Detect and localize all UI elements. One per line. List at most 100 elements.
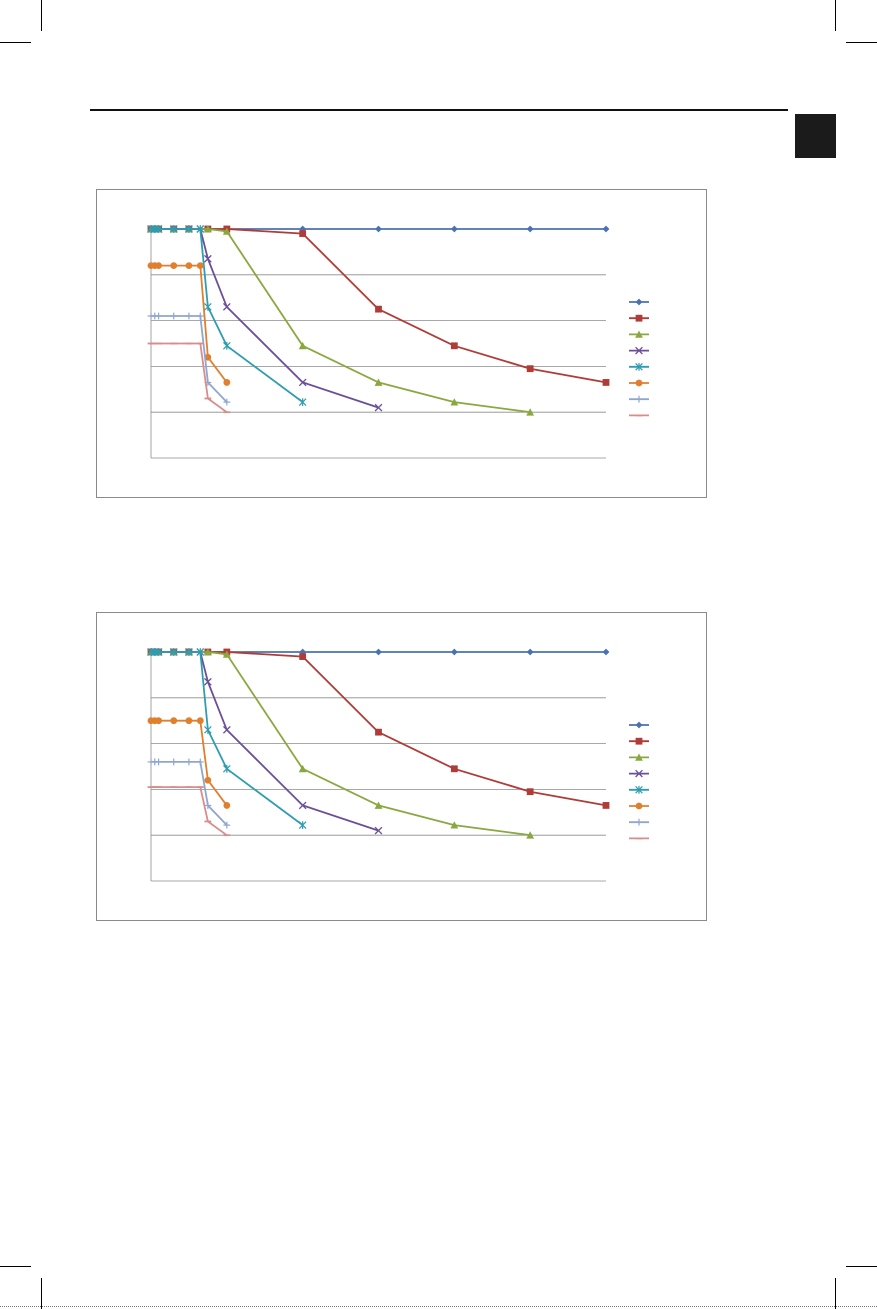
data-point-triangle (222, 227, 231, 235)
data-point-plus (196, 758, 204, 766)
data-point-triangle (374, 801, 383, 809)
data-point-diamond (450, 648, 458, 656)
data-point-plus (196, 312, 204, 320)
data-point-star (204, 725, 212, 734)
data-point-circle (170, 262, 178, 270)
series-line-8 (151, 342, 228, 413)
crop-mark (0, 42, 31, 43)
data-point-triangle (635, 330, 643, 338)
chapter-thumb-tab (795, 114, 836, 158)
data-point-x (635, 769, 643, 778)
data-point-star (169, 225, 178, 233)
data-point-triangle (526, 408, 535, 416)
data-point-diamond (375, 648, 382, 656)
header-rule (90, 109, 788, 111)
chart-2-svg (147, 648, 649, 882)
data-point-star (204, 302, 212, 311)
data-point-x (204, 254, 212, 263)
data-point-star (154, 648, 163, 656)
data-point-triangle (298, 764, 307, 773)
data-point-circle (185, 717, 193, 725)
data-point-square (635, 314, 643, 322)
data-point-circle (170, 717, 178, 725)
data-point-star (223, 764, 231, 773)
data-point-circle (223, 802, 231, 809)
data-point-triangle (203, 648, 212, 656)
data-point-circle (204, 353, 212, 361)
data-point-x (222, 726, 231, 734)
data-point-triangle (374, 378, 383, 386)
data-point-circle (223, 379, 231, 386)
data-point-x (204, 677, 212, 686)
data-point-star (635, 362, 643, 371)
data-point-x (298, 801, 307, 810)
series-line-4 (151, 651, 379, 832)
data-point-square (602, 802, 610, 809)
chart-1-svg (147, 225, 649, 459)
data-point-circle (635, 802, 643, 810)
data-point-plus (635, 395, 643, 403)
series-line-4 (151, 228, 379, 409)
data-point-plus (170, 758, 178, 766)
data-point-plus (170, 312, 178, 320)
series-line-2 (151, 651, 607, 807)
data-point-triangle (450, 398, 459, 406)
data-point-circle (635, 379, 643, 387)
series-line-5 (151, 651, 304, 826)
data-point-star (154, 225, 163, 233)
data-point-x (222, 303, 231, 311)
data-point-star (196, 225, 205, 233)
data-point-circle (185, 262, 193, 270)
series-line-2 (151, 228, 607, 384)
series-line-7 (151, 760, 228, 826)
data-point-circle (196, 717, 204, 725)
data-point-plus (185, 758, 193, 766)
data-point-triangle (203, 225, 212, 233)
data-point-circle (196, 262, 204, 270)
data-point-star (635, 785, 643, 794)
series-line-8 (151, 786, 228, 836)
data-point-triangle (526, 831, 535, 839)
data-point-diamond (602, 648, 610, 656)
trim-dotted-line (0, 1306, 877, 1307)
crop-mark (846, 42, 877, 43)
data-point-plus (223, 398, 231, 406)
data-point-star (185, 225, 193, 233)
data-point-square (526, 788, 534, 796)
data-point-diamond (635, 721, 643, 729)
data-point-triangle (450, 821, 459, 829)
data-point-plus (204, 802, 212, 809)
data-point-square (450, 765, 458, 773)
data-point-circle (155, 262, 162, 270)
data-point-square (299, 230, 307, 237)
data-point-plus (155, 758, 162, 766)
crop-mark (41, 1278, 42, 1309)
data-point-triangle (222, 650, 231, 658)
crop-mark (846, 1266, 877, 1267)
data-point-plus (155, 312, 162, 320)
data-point-diamond (526, 648, 534, 656)
data-point-diamond (450, 225, 458, 233)
data-point-square (526, 365, 534, 373)
data-point-square (602, 379, 610, 386)
series-line-7 (151, 315, 228, 403)
data-point-diamond (375, 225, 382, 233)
data-point-circle (155, 717, 162, 725)
data-point-star (298, 821, 307, 830)
data-point-star (169, 648, 178, 656)
data-point-plus (223, 821, 231, 829)
data-point-square (635, 737, 643, 745)
crop-mark (835, 1278, 836, 1309)
data-point-star (185, 648, 193, 656)
data-point-square (450, 342, 458, 350)
data-point-plus (185, 312, 193, 320)
chart-2 (96, 612, 707, 921)
data-point-diamond (526, 225, 534, 233)
data-point-star (196, 648, 205, 656)
data-point-triangle (635, 753, 643, 761)
data-point-diamond (635, 298, 643, 306)
data-point-triangle (298, 341, 307, 350)
data-point-star (223, 341, 231, 350)
data-point-star (298, 398, 307, 407)
data-point-x (374, 403, 383, 412)
